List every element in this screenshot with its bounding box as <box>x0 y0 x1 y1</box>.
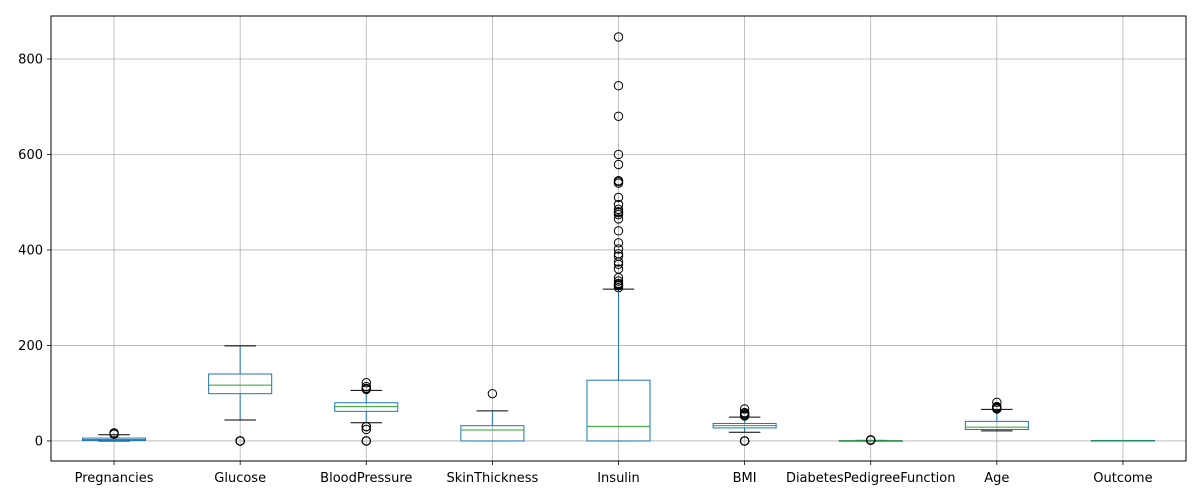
y-tick-label: 800 <box>18 52 43 67</box>
y-tick-label: 200 <box>18 339 43 354</box>
outlier-point <box>613 149 624 160</box>
outlier-point <box>361 381 371 392</box>
outlier-point <box>992 401 1002 412</box>
x-tick-label: Outcome <box>1093 471 1152 486</box>
x-tick-label: SkinThickness <box>446 471 538 486</box>
outlier-point <box>613 81 624 91</box>
box-BMI <box>712 404 777 446</box>
outlier-point <box>613 276 624 286</box>
outlier-point <box>361 436 371 446</box>
outlier-point <box>613 204 624 215</box>
y-tick-label: 0 <box>35 434 43 449</box>
x-tick-label: BloodPressure <box>320 471 412 486</box>
box-Pregnancies <box>82 428 147 442</box>
y-axis: 0 200 400 600 800 <box>18 52 51 449</box>
x-tick-label: Pregnancies <box>75 471 154 486</box>
outlier-point <box>613 192 624 203</box>
outlier-point <box>361 424 371 435</box>
x-tick-label: Age <box>984 471 1009 486</box>
outlier-point <box>739 436 750 446</box>
iqr-box <box>460 425 525 442</box>
box-DiabetesPedigreeFunction <box>838 435 903 445</box>
outlier-point <box>613 214 624 224</box>
outlier-point <box>613 226 624 236</box>
outlier-point <box>613 111 624 121</box>
x-tick-label: DiabetesPedigreeFunction <box>786 471 956 486</box>
outlier-point <box>109 428 119 438</box>
outlier-point <box>992 397 1002 407</box>
outlier-point <box>235 436 245 446</box>
box-Age <box>964 397 1029 432</box>
outlier-point <box>361 421 371 432</box>
outlier-point <box>487 388 498 399</box>
outlier-point <box>739 404 750 414</box>
box-BloodPressure <box>334 377 399 446</box>
outlier-point <box>613 278 624 289</box>
boxes <box>82 32 1155 446</box>
box-Insulin <box>586 32 651 442</box>
iqr-box <box>964 420 1029 430</box>
y-tick-label: 400 <box>18 243 43 258</box>
outlier-point <box>613 249 624 259</box>
outlier-point <box>866 435 876 445</box>
iqr-box <box>586 379 651 442</box>
outlier-point <box>613 159 624 170</box>
box-Glucose <box>208 345 273 446</box>
x-axis: Pregnancies Glucose BloodPressure SkinThick… <box>75 461 1153 486</box>
outlier-point <box>613 251 624 261</box>
outlier-point <box>613 207 624 217</box>
iqr-box <box>208 373 273 395</box>
outlier-point <box>739 407 750 418</box>
outlier-point <box>613 238 624 248</box>
outlier-point <box>361 377 371 388</box>
outlier-point <box>613 244 624 254</box>
outlier-point <box>613 199 624 210</box>
x-tick-label: Insulin <box>597 471 640 486</box>
box-SkinThickness <box>460 388 525 442</box>
outlier-point <box>613 32 624 42</box>
box-Outcome <box>1090 439 1155 442</box>
outlier-point <box>613 264 624 274</box>
y-tick-label: 600 <box>18 148 43 163</box>
outlier-point <box>613 176 624 186</box>
x-tick-label: BMI <box>733 471 757 486</box>
x-tick-label: Glucose <box>214 471 266 486</box>
